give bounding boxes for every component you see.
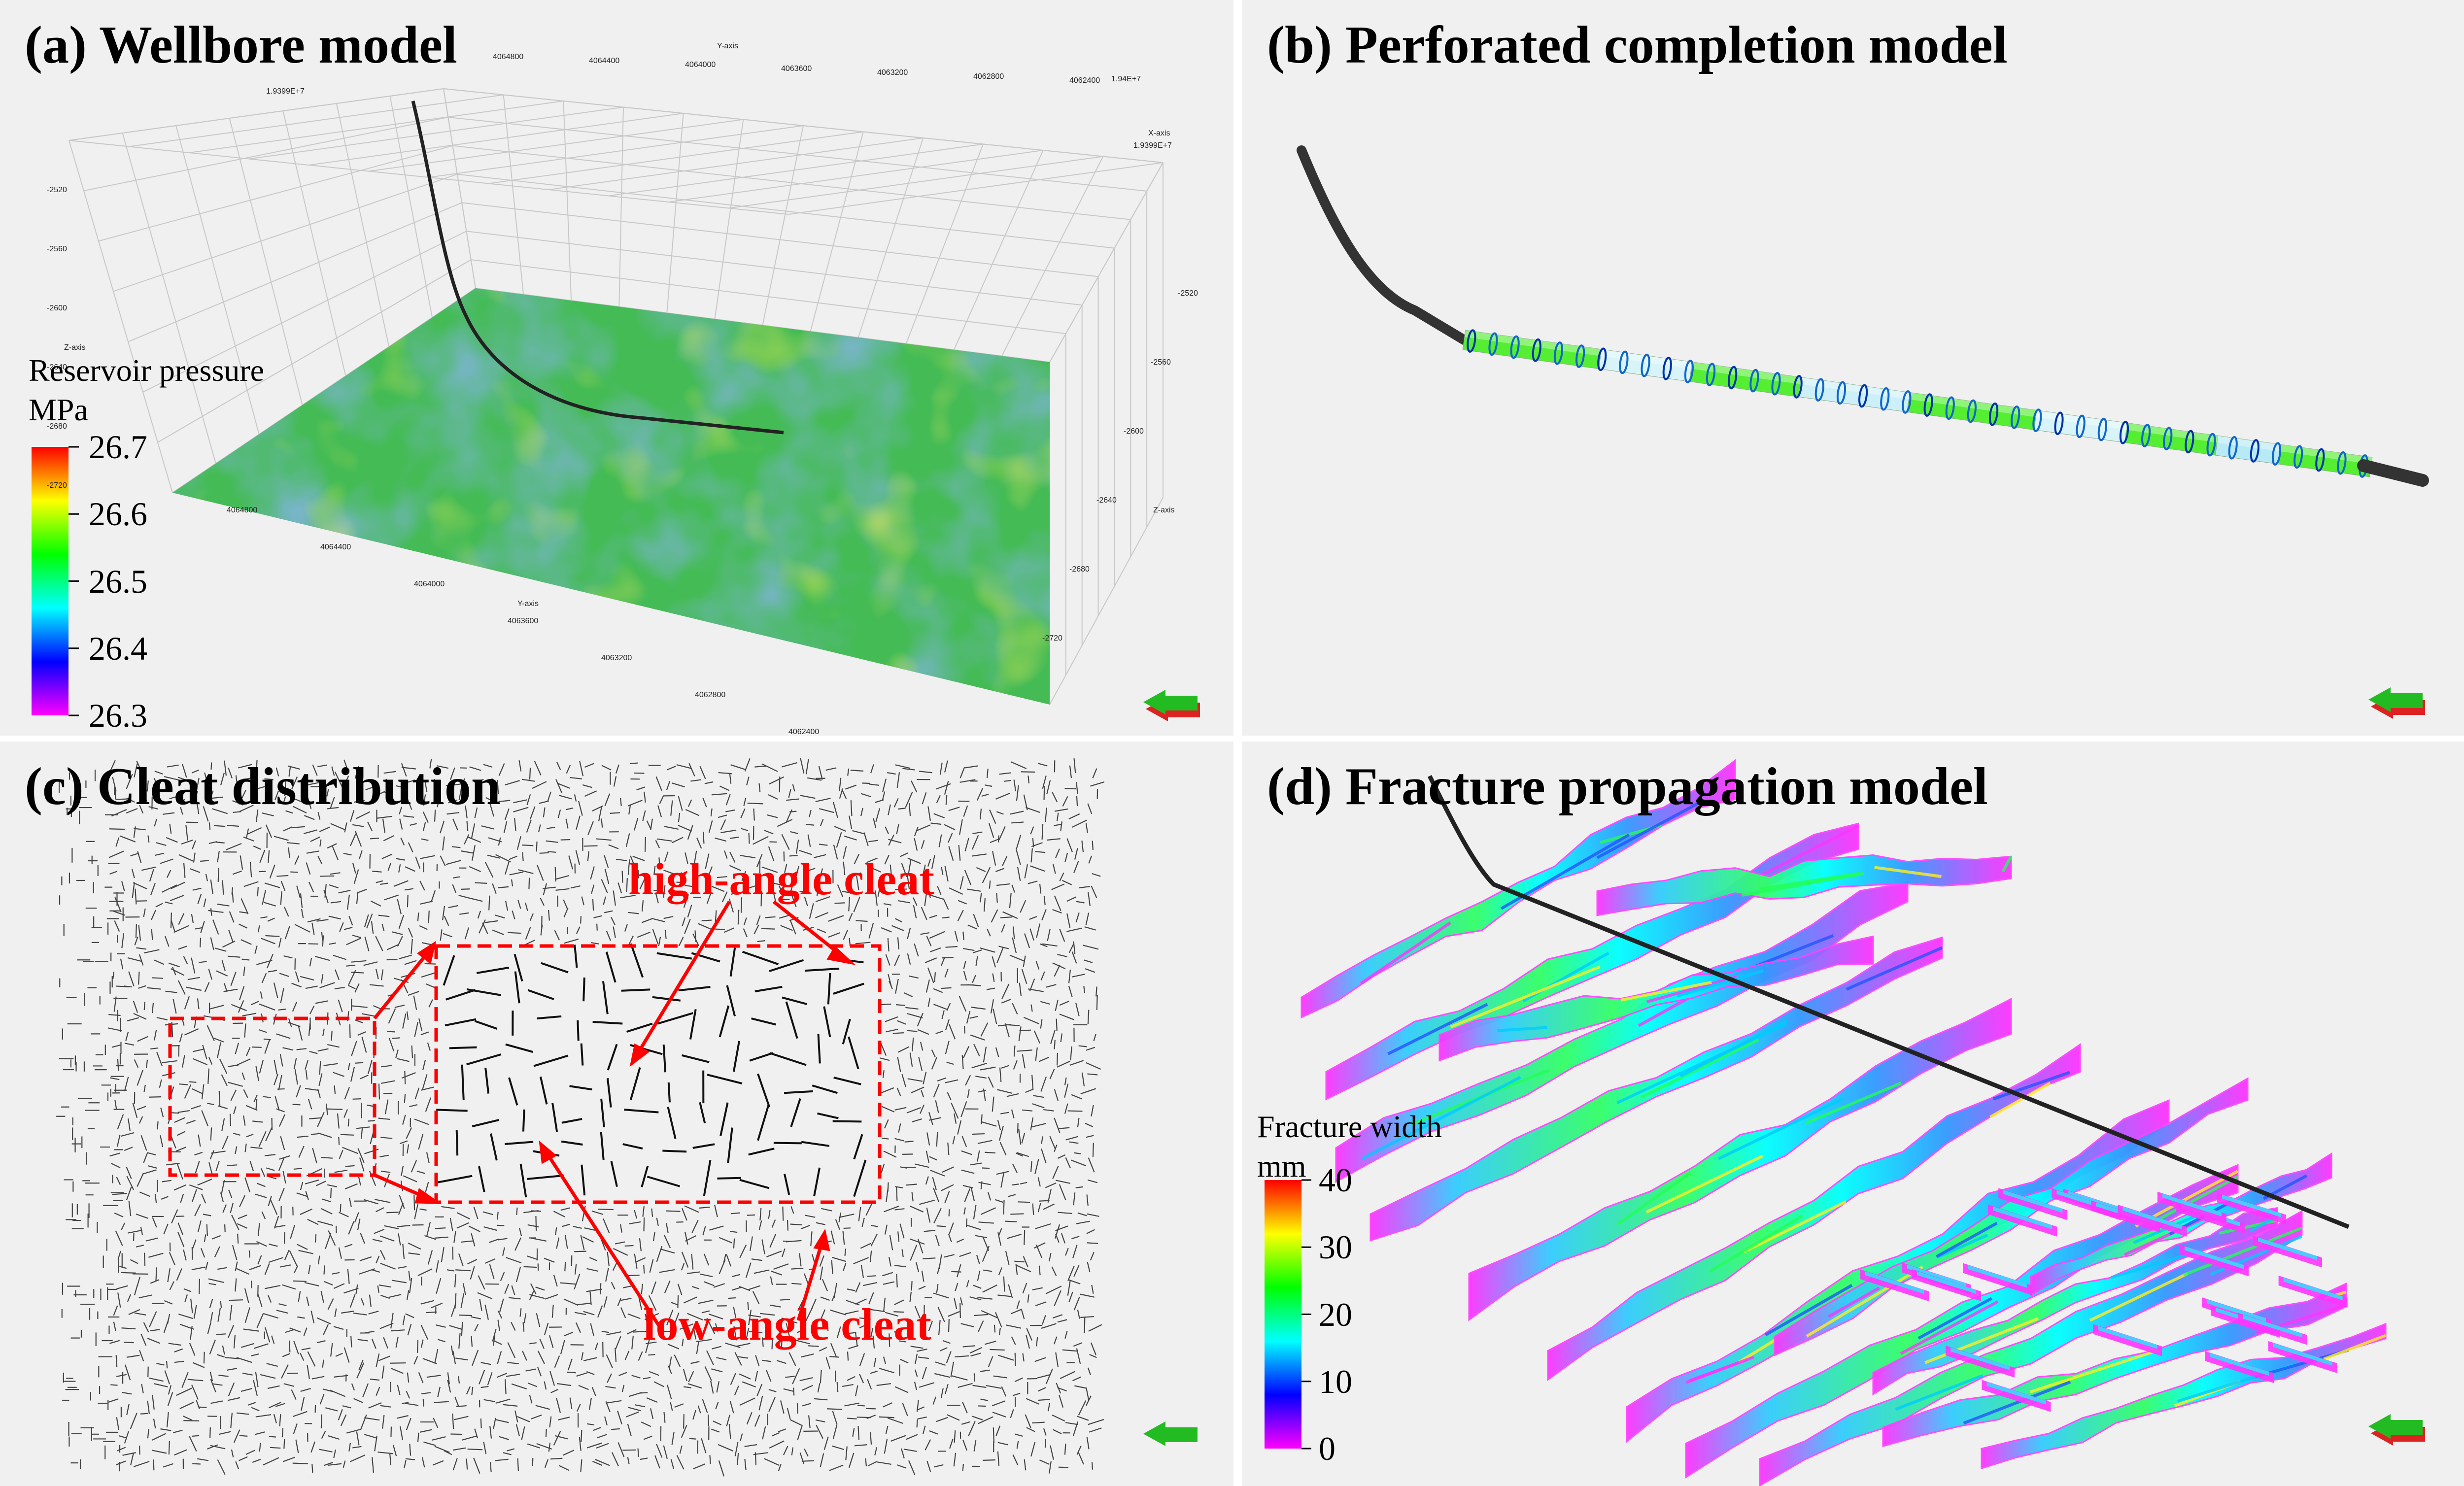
wellbore-trajectory: [1427, 775, 2350, 1229]
reservoir-pressure-surface: [172, 288, 1050, 705]
cleat-network: [56, 758, 1198, 1477]
annotation-arrows: [373, 900, 856, 1329]
y-axis-top-label: Y-axis: [717, 42, 738, 50]
y-axis-top-tick: 4064000: [685, 61, 716, 69]
z-axis-right-tick: -2720: [1042, 634, 1062, 642]
y-axis-top-tick: 4062800: [973, 72, 1004, 81]
fracture-colorbar-tick: 0: [1319, 1430, 1335, 1467]
low-angle-cleat-label: low-angle cleat: [643, 1299, 932, 1350]
pressure-colorbar-tick: 26.4: [89, 629, 147, 667]
y-axis-bottom-tick: 4063600: [508, 617, 538, 625]
y-axis-top-tick: 4064400: [589, 57, 619, 65]
horizontal-casing-stages: [1462, 329, 2373, 478]
y-axis-top-tick: 4063600: [781, 65, 812, 73]
z-axis-left-tick: -2560: [47, 245, 67, 253]
z-axis-left-tick: -2640: [47, 363, 67, 372]
y-axis-bottom-tick: 4063200: [601, 654, 632, 662]
pressure-colorbar: [32, 447, 68, 715]
panel-b-perforated-completion: (b) Perforated completion model: [1242, 0, 2464, 736]
panel-c-title: (c) Cleat distribution: [25, 757, 501, 816]
z-axis-right-tick: -2520: [1178, 289, 1198, 298]
pressure-colorbar-tick: 26.7: [89, 428, 147, 466]
fracture-legend-unit: mm: [1257, 1148, 1306, 1183]
fracture-colorbar-tick: 30: [1319, 1228, 1352, 1266]
fracture-width-colorbar: [1265, 1180, 1301, 1449]
fracture-colorbar-tick: 20: [1319, 1295, 1352, 1333]
panel-d-title: (d) Fracture propagation model: [1267, 757, 1988, 816]
z-axis-left-label: Z-axis: [64, 343, 86, 352]
z-axis-right-tick: -2680: [1069, 565, 1090, 574]
fracture-legend-title: Fracture width: [1257, 1109, 1442, 1144]
panel-c-cleat-distribution: (c) Cleat distribution high-angle cleat …: [0, 742, 1233, 1486]
x-axis-tick: 1.94E+7: [1111, 75, 1141, 83]
y-axis-top-tick: 4062400: [1069, 76, 1100, 85]
completion-3d-scene: [1297, 145, 2429, 719]
wellbore-trajectory: [411, 101, 784, 435]
pressure-legend-unit: MPa: [29, 392, 88, 427]
pressure-legend-title: Reservoir pressure: [29, 353, 265, 388]
fracture-3d-scene: [1265, 759, 2425, 1486]
y-axis-bottom-tick: 4064000: [414, 580, 445, 588]
axis-tick-labels: 4064800 4064400 4064000 4063600 4063200 40628…: [47, 42, 1198, 736]
z-axis-right-tick: -2560: [1151, 358, 1171, 367]
pressure-colorbar-tick: 26.5: [89, 562, 147, 600]
wellbore-3d-scene: 4064800 4064400 4064000 4063600 4063200 40628…: [32, 42, 1200, 736]
source-zoom-box: [168, 1016, 376, 1177]
y-axis-top-tick: 4063200: [877, 68, 908, 77]
panel-b-title: (b) Perforated completion model: [1267, 16, 2008, 74]
pressure-colorbar-tick: 26.3: [89, 697, 147, 734]
orientation-arrow-icon: [2368, 687, 2425, 719]
y-axis-bottom-tick: 4064400: [320, 543, 351, 551]
panel-d-fracture-propagation: (d) Fracture propagation model Fracture …: [1242, 742, 2464, 1486]
y-axis-bottom-label: Y-axis: [517, 600, 539, 608]
y-axis-bottom-tick: 4062800: [695, 691, 725, 699]
fracture-colorbar-tick: 40: [1319, 1161, 1352, 1199]
y-axis-bottom-tick: 4064800: [227, 506, 257, 514]
z-axis-right-label: Z-axis: [1153, 506, 1175, 514]
z-axis-right-tick: -2600: [1124, 427, 1144, 436]
pressure-colorbar-tick: 26.6: [89, 495, 147, 533]
z-axis-left-tick: -2520: [47, 186, 67, 194]
orientation-arrow-icon: [1143, 1421, 1198, 1446]
zoom-boxes: [168, 944, 882, 1204]
hydraulic-fractures: [1300, 759, 2387, 1486]
z-axis-left-tick: -2600: [47, 304, 67, 312]
panel-a-title: (a) Wellbore model: [25, 16, 457, 74]
panel-a-wellbore-model: 4064800 4064400 4064000 4063600 4063200 40628…: [0, 0, 1233, 736]
z-axis-left-tick: -2680: [47, 422, 67, 431]
wellbore-toe: [2357, 459, 2429, 487]
axis-grid: [68, 88, 1164, 705]
high-angle-cleat-label: high-angle cleat: [628, 854, 934, 904]
vertical-wellbore-section: [1297, 145, 1469, 345]
y-axis-bottom-tick: 4062400: [788, 728, 819, 736]
magnified-zoom-box: [434, 944, 882, 1204]
x-axis-label: X-axis: [1148, 129, 1170, 137]
orientation-arrow-icon: [1143, 690, 1200, 721]
fracture-colorbar-tick: 10: [1319, 1362, 1352, 1400]
x-axis-tick: 1.9399E+7: [1133, 141, 1172, 150]
y-axis-top-tick: 4064800: [493, 53, 523, 61]
x-axis-tick: 1.9399E+7: [266, 87, 305, 96]
z-axis-right-tick: -2640: [1096, 496, 1117, 505]
z-axis-left-tick: -2720: [47, 481, 67, 490]
orientation-arrow-icon: [2368, 1414, 2425, 1446]
